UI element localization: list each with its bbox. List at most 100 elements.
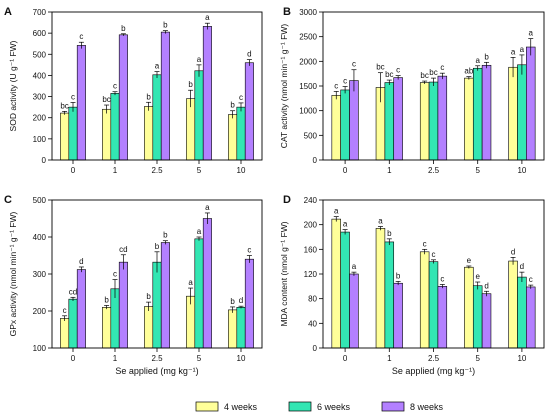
- bar: [144, 106, 154, 161]
- significance-letter: a: [529, 29, 534, 38]
- significance-letter: d: [239, 296, 243, 305]
- y-tick-label: 160: [304, 245, 318, 254]
- bar: [481, 64, 492, 161]
- x-tick-label: 5: [197, 354, 202, 363]
- panel-label: D: [283, 194, 291, 206]
- x-tick-label: 0: [71, 166, 76, 175]
- significance-letter: c: [79, 32, 83, 41]
- x-tick-label: 0: [343, 354, 348, 363]
- y-tick-label: 300: [33, 93, 47, 102]
- significance-letter: c: [334, 81, 338, 90]
- bar: [236, 306, 246, 349]
- bar: [228, 309, 238, 349]
- significance-letter: c: [63, 306, 67, 315]
- bar: [76, 269, 86, 349]
- bar: [464, 77, 474, 161]
- bar: [340, 89, 350, 161]
- x-axis-label: Se applied (mg kg⁻¹): [115, 366, 198, 376]
- y-tick-label: 700: [33, 8, 47, 17]
- y-tick-label: 0: [42, 156, 47, 165]
- significance-letter: cd: [119, 245, 127, 254]
- x-tick-label: 0: [343, 166, 348, 175]
- y-tick-label: 200: [304, 221, 318, 230]
- bar: [384, 241, 395, 349]
- significance-letter: b: [188, 80, 193, 89]
- bar: [517, 276, 527, 349]
- significance-letter: d: [247, 50, 251, 59]
- significance-letter: c: [529, 275, 533, 284]
- significance-letter: b: [146, 92, 151, 101]
- bar: [464, 266, 474, 349]
- significance-letter: a: [197, 227, 202, 236]
- significance-letter: c: [343, 76, 347, 85]
- bar: [118, 261, 128, 349]
- bar: [472, 285, 483, 349]
- bar: [160, 31, 170, 161]
- significance-letter: b: [163, 21, 168, 30]
- legend-swatch: [288, 401, 312, 412]
- x-tick-label: 2.5: [151, 354, 163, 363]
- bar: [76, 45, 86, 161]
- bar: [68, 298, 78, 349]
- y-tick-label: 600: [33, 29, 47, 38]
- bar: [244, 258, 254, 349]
- panel-label: A: [4, 6, 12, 18]
- significance-letter: c: [352, 60, 356, 69]
- significance-letter: a: [343, 220, 348, 229]
- legend-label: 8 weeks: [410, 402, 444, 412]
- bar: [340, 231, 350, 349]
- significance-letter: b: [230, 101, 235, 110]
- bar: [186, 98, 196, 161]
- y-tick-label: 2000: [299, 57, 317, 66]
- significance-letter: c: [239, 93, 243, 102]
- bar: [110, 93, 120, 161]
- significance-letter: a: [197, 55, 202, 64]
- y-tick-label: 2500: [299, 33, 317, 42]
- bar: [152, 74, 162, 161]
- bar: [160, 242, 170, 349]
- legend-label: 4 weeks: [224, 402, 258, 412]
- y-tick-label: 200: [33, 114, 47, 123]
- y-tick-label: 100: [33, 344, 47, 353]
- bar: [508, 260, 518, 349]
- y-tick-label: 40: [308, 319, 317, 328]
- bar: [384, 82, 395, 161]
- x-tick-label: 10: [237, 354, 246, 363]
- bar: [428, 81, 439, 161]
- x-tick-label: 1: [387, 166, 392, 175]
- bar: [419, 82, 430, 161]
- bar: [393, 77, 403, 161]
- legend-swatch: [195, 401, 219, 412]
- x-axis-label: Se applied (mg kg⁻¹): [392, 366, 475, 376]
- significance-letter: bc: [429, 68, 437, 77]
- y-tick-label: 200: [33, 307, 47, 316]
- y-axis-label: MDA content (nmol g⁻¹ FW): [279, 221, 289, 326]
- y-tick-label: 300: [33, 270, 47, 279]
- significance-letter: b: [484, 52, 489, 61]
- y-tick-label: 80: [308, 295, 317, 304]
- x-tick-label: 2.5: [428, 166, 440, 175]
- y-tick-label: 500: [33, 196, 47, 205]
- bar: [472, 67, 483, 161]
- significance-letter: e: [467, 256, 472, 265]
- x-tick-label: 5: [475, 354, 480, 363]
- bar: [152, 261, 162, 349]
- significance-letter: bc: [376, 63, 384, 72]
- significance-letter: a: [475, 56, 480, 65]
- significance-letter: bc: [60, 101, 68, 110]
- y-tick-label: 1000: [299, 107, 317, 116]
- significance-letter: b: [387, 229, 392, 238]
- significance-letter: c: [423, 239, 427, 248]
- significance-letter: c: [71, 92, 75, 101]
- bar: [428, 261, 439, 349]
- bar: [102, 306, 112, 349]
- x-tick-label: 1: [387, 354, 392, 363]
- y-tick-label: 0: [313, 156, 318, 165]
- y-axis-label: CAT activity (nmol min⁻¹ g⁻¹ FW): [279, 24, 289, 149]
- significance-letter: c: [247, 246, 251, 255]
- significance-letter: b: [146, 292, 151, 301]
- significance-letter: d: [511, 247, 515, 256]
- significance-letter: b: [230, 297, 235, 306]
- bar: [375, 228, 386, 349]
